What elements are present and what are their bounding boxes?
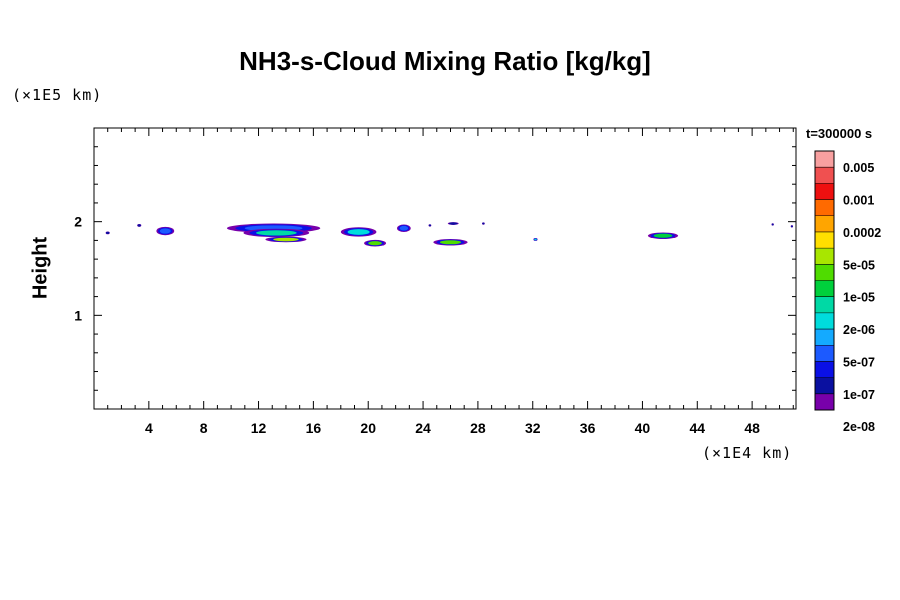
x-tick-label: 48	[744, 420, 760, 436]
colorbar-swatch	[815, 377, 834, 395]
x-axis-unit-label: (×1E4 km)	[702, 444, 793, 462]
colorbar-swatch	[815, 231, 834, 249]
y-axis-unit-label: (×1E5 km)	[12, 86, 103, 104]
cloud-feature	[439, 240, 462, 245]
colorbar-swatch	[815, 167, 834, 184]
colorbar-label: 0.005	[843, 161, 874, 175]
colorbar-swatch	[815, 393, 834, 411]
colorbar-swatch	[815, 361, 834, 378]
x-tick-label: 44	[689, 420, 705, 436]
cloud-feature	[347, 229, 370, 235]
colorbar-label: 2e-08	[843, 420, 875, 434]
cloud-feature	[273, 237, 299, 242]
colorbar-swatch	[815, 280, 834, 297]
y-tick-label: 1	[74, 307, 82, 323]
cloud-feature	[482, 222, 485, 225]
colorbar-label: 5e-05	[843, 258, 875, 272]
colorbar-label: 0.0002	[843, 226, 881, 240]
colorbar-swatch	[815, 264, 834, 281]
colorbar-swatch	[815, 248, 834, 265]
y-tick-label: 2	[74, 214, 82, 230]
x-tick-label: 40	[635, 420, 651, 436]
cloud-feature	[368, 241, 382, 246]
cloud-feature	[399, 225, 409, 231]
x-tick-label: 32	[525, 420, 541, 436]
colorbar-swatch	[815, 215, 834, 233]
colorbar: 0.005 0.001 0.0002 5e-05 1e-05 2e-06 5e-07 1e-0…	[814, 150, 881, 434]
colorbar-swatch	[815, 151, 834, 168]
colorbar-swatch	[815, 199, 834, 217]
x-tick-label: 8	[200, 420, 208, 436]
cloud-feature	[791, 225, 793, 228]
colorbar-label: 5e-07	[843, 355, 875, 369]
cloud-feature	[255, 230, 297, 236]
colorbar-label: 2e-06	[843, 323, 875, 337]
x-tick-label: 24	[415, 420, 431, 436]
chart-title: NH3-s-Cloud Mixing Ratio [kg/kg]	[239, 46, 651, 76]
colorbar-swatch	[815, 345, 834, 362]
cloud-feature	[106, 232, 109, 234]
time-label: t=300000 s	[806, 126, 873, 141]
cloud-feature	[159, 228, 171, 234]
colorbar-label: 1e-05	[843, 291, 875, 305]
cloud-feature	[534, 238, 537, 241]
x-tick-label: 28	[470, 420, 486, 436]
colorbar-label: 1e-07	[843, 388, 875, 402]
cloud-feature	[653, 233, 673, 238]
contour-layer	[105, 222, 794, 247]
x-tick-label: 36	[580, 420, 596, 436]
x-tick-label: 16	[306, 420, 322, 436]
colorbar-swatch	[815, 312, 834, 330]
x-tick-label: 4	[145, 420, 153, 436]
colorbar-swatch	[815, 296, 834, 314]
colorbar-swatch	[815, 329, 834, 346]
plot-frame	[93, 127, 797, 410]
x-tick-label: 12	[251, 420, 267, 436]
x-tick-label: 20	[360, 420, 376, 436]
colorbar-label: 0.001	[843, 194, 874, 208]
colorbar-swatch	[815, 183, 834, 200]
cloud-feature	[429, 224, 431, 227]
cloud-feature	[137, 224, 141, 227]
cloud-feature	[771, 223, 774, 226]
cloud-feature	[449, 222, 457, 225]
